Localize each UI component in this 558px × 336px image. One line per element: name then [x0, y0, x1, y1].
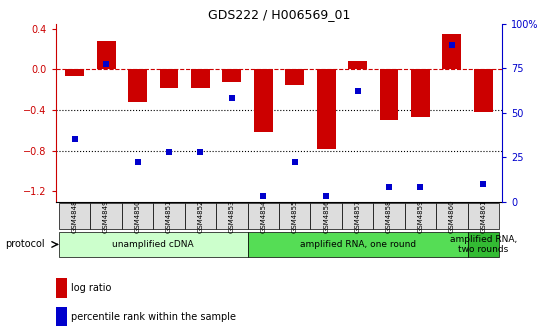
Text: GSM4856: GSM4856	[323, 199, 329, 233]
Text: GSM4860: GSM4860	[449, 199, 455, 233]
Bar	[160, 69, 179, 88]
Bar	[373, 203, 405, 229]
Text: amplified RNA,
two rounds: amplified RNA, two rounds	[450, 235, 517, 254]
Title: GDS222 / H006569_01: GDS222 / H006569_01	[208, 8, 350, 21]
Bar	[90, 203, 122, 229]
Bar	[474, 69, 493, 112]
Text: log ratio: log ratio	[71, 283, 112, 293]
Bar	[65, 69, 84, 76]
Text: GSM4855: GSM4855	[292, 199, 298, 233]
Text: GSM4858: GSM4858	[386, 199, 392, 233]
Bar	[436, 203, 468, 229]
Bar	[342, 203, 373, 229]
Text: amplified RNA, one round: amplified RNA, one round	[300, 240, 416, 249]
Text: GSM4850: GSM4850	[134, 199, 141, 233]
Text: unamplified cDNA: unamplified cDNA	[113, 240, 194, 249]
Text: GSM4851: GSM4851	[166, 199, 172, 233]
Bar	[56, 278, 67, 298]
Bar	[285, 69, 304, 85]
Bar	[405, 203, 436, 229]
Bar	[185, 203, 216, 229]
Bar	[442, 34, 461, 69]
Bar	[216, 203, 248, 229]
Bar	[254, 69, 273, 132]
Bar	[223, 69, 241, 82]
Bar	[411, 69, 430, 117]
Bar	[191, 69, 210, 88]
Bar	[59, 203, 90, 229]
Bar	[468, 232, 499, 257]
Bar	[248, 232, 468, 257]
Bar	[56, 307, 67, 326]
Text: GSM4859: GSM4859	[417, 199, 424, 233]
Bar	[379, 69, 398, 120]
Bar	[59, 232, 248, 257]
Bar	[348, 61, 367, 69]
Bar	[128, 69, 147, 102]
Bar	[279, 203, 310, 229]
Text: GSM4848: GSM4848	[71, 199, 78, 233]
Bar	[468, 203, 499, 229]
Text: GSM4849: GSM4849	[103, 199, 109, 233]
Text: GSM4854: GSM4854	[260, 199, 266, 233]
Bar	[153, 203, 185, 229]
Bar	[248, 203, 279, 229]
Bar	[310, 203, 342, 229]
Text: percentile rank within the sample: percentile rank within the sample	[71, 312, 237, 322]
Text: protocol: protocol	[6, 240, 45, 249]
Bar	[97, 41, 116, 69]
Text: GSM4857: GSM4857	[354, 199, 360, 233]
Bar	[317, 69, 335, 149]
Bar	[122, 203, 153, 229]
Text: GSM4861: GSM4861	[480, 199, 487, 233]
Text: GSM4853: GSM4853	[229, 199, 235, 233]
Text: GSM4852: GSM4852	[198, 199, 204, 233]
